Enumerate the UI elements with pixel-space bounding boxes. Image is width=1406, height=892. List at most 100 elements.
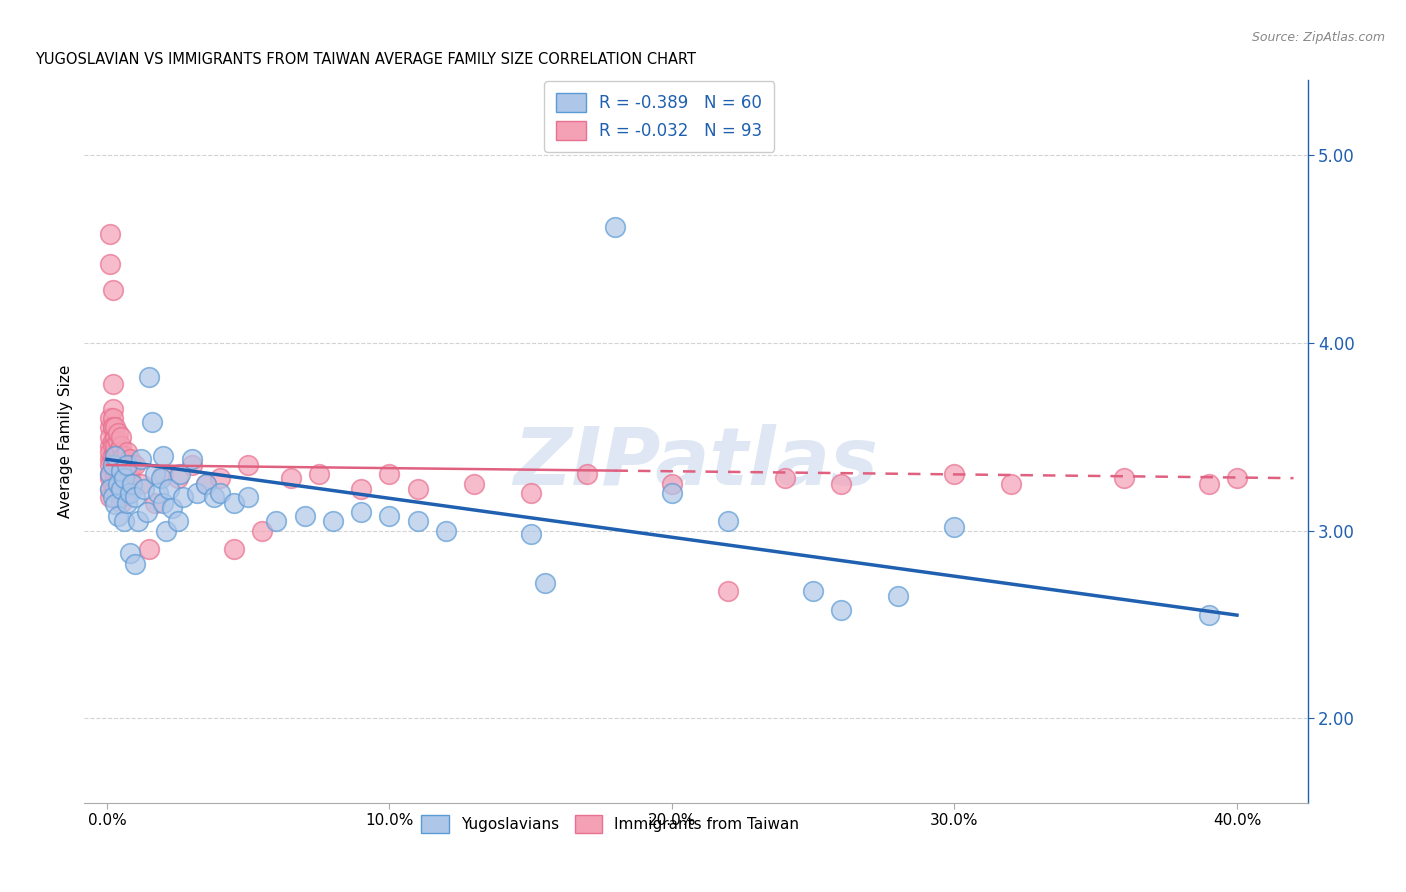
Point bbox=[107, 476, 129, 491]
Point bbox=[112, 514, 135, 528]
Point bbox=[350, 483, 373, 497]
Point bbox=[887, 590, 910, 604]
Point bbox=[101, 476, 124, 491]
Point bbox=[238, 458, 260, 472]
Point bbox=[152, 495, 174, 509]
Point bbox=[222, 542, 245, 557]
Point bbox=[129, 476, 152, 491]
Point bbox=[138, 542, 160, 557]
Point bbox=[350, 505, 373, 519]
Point bbox=[98, 467, 121, 482]
Point bbox=[1198, 476, 1220, 491]
Point bbox=[110, 439, 132, 453]
Point bbox=[98, 430, 121, 444]
Point bbox=[115, 458, 138, 472]
Point bbox=[98, 411, 121, 425]
Point bbox=[717, 514, 740, 528]
Point bbox=[110, 458, 132, 472]
Text: Source: ZipAtlas.com: Source: ZipAtlas.com bbox=[1251, 31, 1385, 45]
Point bbox=[519, 527, 541, 541]
Point bbox=[202, 490, 225, 504]
Y-axis label: Average Family Size: Average Family Size bbox=[58, 365, 73, 518]
Point bbox=[519, 486, 541, 500]
Point bbox=[98, 420, 121, 434]
Point bbox=[98, 257, 121, 271]
Point bbox=[101, 401, 124, 416]
Point bbox=[115, 486, 138, 500]
Point bbox=[98, 227, 121, 242]
Point bbox=[107, 476, 129, 491]
Point bbox=[266, 514, 288, 528]
Point bbox=[98, 467, 121, 482]
Text: YUGOSLAVIAN VS IMMIGRANTS FROM TAIWAN AVERAGE FAMILY SIZE CORRELATION CHART: YUGOSLAVIAN VS IMMIGRANTS FROM TAIWAN AV… bbox=[35, 52, 696, 67]
Point bbox=[104, 439, 127, 453]
Point bbox=[104, 483, 127, 497]
Point bbox=[135, 505, 157, 519]
Point bbox=[322, 514, 344, 528]
Text: ZIPatlas: ZIPatlas bbox=[513, 425, 879, 502]
Point bbox=[169, 467, 191, 482]
Point bbox=[143, 467, 166, 482]
Point bbox=[112, 458, 135, 472]
Point bbox=[127, 514, 149, 528]
Point bbox=[238, 490, 260, 504]
Point bbox=[186, 486, 208, 500]
Point bbox=[118, 452, 141, 467]
Point bbox=[107, 471, 129, 485]
Legend: Yugoslavians, Immigrants from Taiwan: Yugoslavians, Immigrants from Taiwan bbox=[412, 806, 808, 842]
Point bbox=[104, 449, 127, 463]
Point bbox=[107, 452, 129, 467]
Point bbox=[166, 471, 188, 485]
Point bbox=[773, 471, 796, 485]
Point bbox=[110, 490, 132, 504]
Point bbox=[378, 467, 401, 482]
Point bbox=[110, 471, 132, 485]
Point bbox=[280, 471, 302, 485]
Point bbox=[118, 471, 141, 485]
Point bbox=[104, 430, 127, 444]
Point bbox=[172, 490, 194, 504]
Point bbox=[180, 458, 202, 472]
Point bbox=[406, 514, 429, 528]
Point bbox=[152, 449, 174, 463]
Point bbox=[101, 377, 124, 392]
Point bbox=[107, 426, 129, 441]
Point bbox=[107, 458, 129, 472]
Point bbox=[160, 501, 183, 516]
Point bbox=[308, 467, 330, 482]
Point bbox=[434, 524, 457, 538]
Point bbox=[1226, 471, 1249, 485]
Point bbox=[110, 495, 132, 509]
Point bbox=[104, 458, 127, 472]
Point bbox=[101, 490, 124, 504]
Point bbox=[98, 490, 121, 504]
Point bbox=[101, 458, 124, 472]
Point bbox=[1198, 608, 1220, 623]
Point bbox=[107, 434, 129, 448]
Point bbox=[121, 458, 143, 472]
Point bbox=[943, 520, 966, 534]
Point bbox=[208, 471, 231, 485]
Point bbox=[830, 476, 852, 491]
Point bbox=[534, 576, 557, 591]
Point bbox=[124, 558, 146, 572]
Point bbox=[155, 524, 177, 538]
Point bbox=[101, 411, 124, 425]
Point bbox=[101, 420, 124, 434]
Point bbox=[98, 483, 121, 497]
Point bbox=[222, 495, 245, 509]
Point bbox=[152, 467, 174, 482]
Point bbox=[661, 476, 683, 491]
Point bbox=[124, 458, 146, 472]
Point bbox=[576, 467, 599, 482]
Point bbox=[107, 464, 129, 478]
Point bbox=[294, 508, 316, 523]
Point bbox=[132, 483, 155, 497]
Point bbox=[830, 602, 852, 616]
Point bbox=[149, 471, 172, 485]
Point bbox=[378, 508, 401, 523]
Point bbox=[121, 476, 143, 491]
Point bbox=[110, 476, 132, 491]
Point bbox=[605, 219, 627, 234]
Point bbox=[252, 524, 274, 538]
